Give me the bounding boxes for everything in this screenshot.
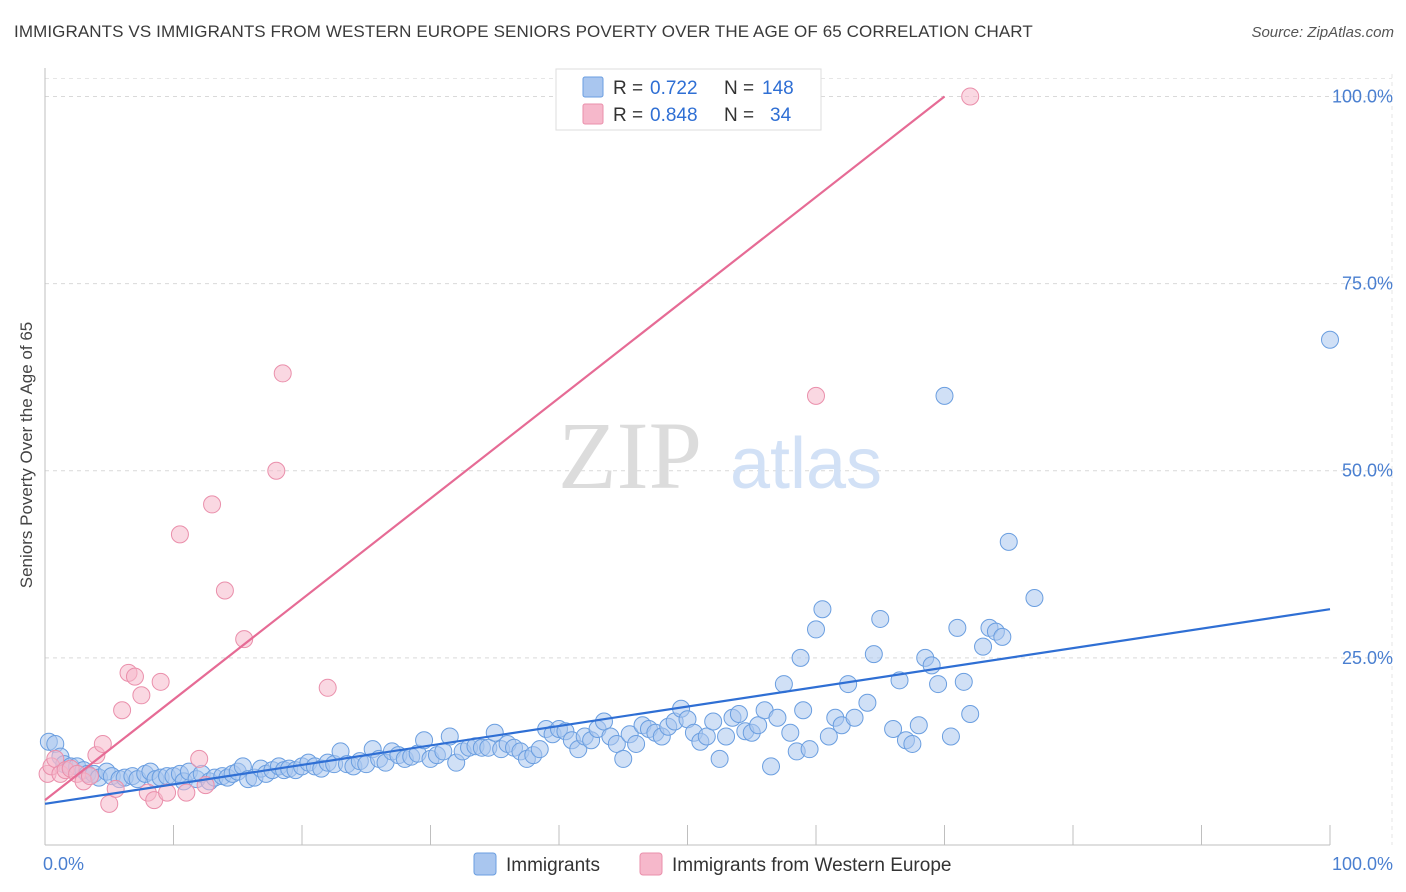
immigrants-point: [929, 675, 948, 694]
immigrants-point: [704, 712, 723, 731]
legend-label-western-europe: Immigrants from Western Europe: [672, 855, 951, 876]
legend-swatch-immigrants: [473, 852, 497, 876]
stats-n-value: 148: [762, 78, 794, 99]
stats-n-label: N =: [724, 78, 754, 99]
immigrants-point: [974, 637, 993, 656]
immigrants-point: [697, 727, 716, 746]
stats-n-value: 34: [770, 105, 792, 126]
y-tick-label: 75.0%: [1342, 274, 1393, 294]
stats-r-label: R =: [613, 78, 643, 99]
western-europe-point: [273, 364, 292, 383]
immigrants-point: [884, 719, 903, 738]
immigrants-point: [781, 723, 800, 742]
stats-n-label: N =: [724, 105, 754, 126]
western-europe-point: [190, 749, 209, 768]
western-europe-point: [961, 87, 980, 106]
legend-label-immigrants: Immigrants: [506, 855, 600, 876]
western-europe-point: [100, 794, 119, 813]
western-europe-point: [203, 495, 222, 514]
stats-swatch-western-europe: [582, 103, 604, 125]
immigrants-point: [903, 734, 922, 753]
immigrants-point: [864, 645, 883, 664]
immigrants-point: [749, 716, 768, 735]
immigrants-point: [762, 757, 781, 776]
immigrants-point: [415, 731, 434, 750]
immigrants-point: [935, 386, 954, 405]
western-europe-point: [113, 701, 132, 720]
immigrants-point: [594, 712, 613, 731]
legend-swatch-western-europe: [639, 852, 663, 876]
immigrants-point: [800, 740, 819, 759]
y-tick-label: 100.0%: [1332, 86, 1393, 106]
watermark: ZIP atlas: [558, 402, 882, 509]
x-tick-label: 100.0%: [1332, 854, 1393, 874]
immigrants-point: [871, 609, 890, 628]
immigrants-point: [961, 705, 980, 724]
trend-lines: [44, 95, 1331, 805]
western-europe-point: [170, 525, 189, 544]
y-tick-label: 25.0%: [1342, 648, 1393, 668]
western-europe-point: [235, 630, 254, 649]
western-europe-point: [151, 672, 170, 691]
western-europe-point: [215, 581, 234, 600]
stats-r-value: 0.848: [650, 105, 698, 126]
watermark-zip: ZIP: [558, 402, 702, 509]
immigrants-point: [791, 648, 810, 667]
western-europe-point: [125, 667, 144, 686]
western-europe-point: [132, 686, 151, 705]
western-europe-point: [267, 461, 286, 480]
immigrants-point: [813, 600, 832, 619]
western-europe-point: [93, 734, 112, 753]
immigrants-point: [819, 727, 838, 746]
immigrants-point: [614, 749, 633, 768]
stats-swatch-immigrants: [582, 76, 604, 98]
western-europe-point: [318, 678, 337, 697]
immigrants-point: [941, 727, 960, 746]
immigrants-point: [717, 727, 736, 746]
series-legend: Immigrants Immigrants from Western Europ…: [473, 852, 951, 876]
western-europe-trend-line: [44, 95, 946, 801]
y-axis-title: Seniors Poverty Over the Age of 65: [17, 322, 36, 588]
source-label: Source: ZipAtlas.com: [1251, 24, 1394, 41]
immigrants-point: [807, 620, 825, 639]
chart-title: IMMIGRANTS VS IMMIGRANTS FROM WESTERN EU…: [14, 22, 1033, 41]
axes: [44, 68, 1331, 846]
immigrants-point: [710, 749, 729, 768]
immigrants-point: [909, 716, 928, 735]
immigrants-point: [729, 705, 748, 724]
grid-lines: [45, 74, 1393, 845]
immigrants-point: [858, 693, 877, 712]
immigrants-point: [999, 532, 1018, 551]
immigrants-point: [993, 627, 1012, 646]
immigrants-point: [954, 672, 973, 691]
immigrants-point: [1025, 588, 1044, 607]
immigrants-point: [530, 740, 549, 759]
stats-legend: R = 0.722 N = 148 R = 0.848 N = 34: [555, 68, 822, 131]
stats-r-label: R =: [613, 105, 643, 126]
immigrants-point: [768, 708, 787, 727]
watermark-atlas: atlas: [730, 424, 882, 504]
stats-r-value: 0.722: [650, 78, 698, 99]
immigrants-point: [1321, 330, 1339, 349]
immigrants-point: [607, 734, 626, 753]
tick-labels: 25.0% 50.0% 75.0% 100.0% 0.0% 100.0%: [43, 86, 1393, 874]
western-europe-point: [158, 783, 177, 802]
immigrants-point: [440, 727, 459, 746]
western-europe-point: [177, 783, 196, 802]
immigrants-point: [794, 701, 813, 720]
x-tick-label: 0.0%: [43, 854, 84, 874]
immigrants-point: [948, 618, 967, 637]
western-europe-point: [80, 767, 99, 786]
immigrants-point: [627, 734, 646, 753]
immigrants-point: [845, 708, 864, 727]
y-tick-label: 50.0%: [1342, 461, 1393, 481]
immigrants-trend-line: [44, 608, 1331, 805]
western-europe-point: [807, 386, 825, 405]
